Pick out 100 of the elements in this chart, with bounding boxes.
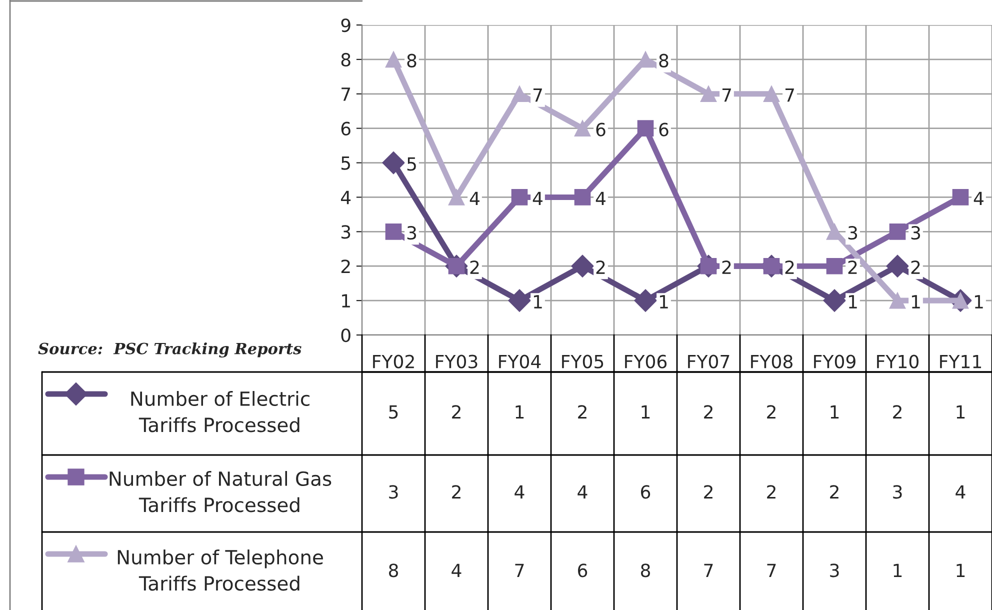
data-label: 2 [722,260,731,274]
text: 3 [389,485,398,499]
data-label: 3 [911,226,920,240]
point [511,189,528,206]
x-tick-label: FY08 [751,354,792,368]
data-label: 1 [974,295,983,308]
data-label: 6 [659,122,668,136]
text: 5 [389,405,398,419]
point [571,254,594,278]
y-tick-label: 1 [342,294,350,308]
point [634,289,657,312]
text: 6 [641,485,650,499]
text: 1 [516,405,524,418]
point [763,86,780,102]
point [448,189,465,206]
x-tick-label: FY09 [814,354,856,368]
text: 2 [704,485,712,498]
text: 2 [893,405,902,418]
text: 2 [704,405,712,418]
text: 4 [452,564,462,577]
data-label: 2 [596,260,605,274]
point [385,224,402,240]
text: 2 [830,485,838,498]
x-tick-label: FY07 [688,354,730,368]
point [574,189,591,206]
y-tick-label: 5 [341,156,350,170]
text: 2 [452,485,460,498]
data-label: 2 [848,260,857,274]
point [889,292,906,309]
data-label: 1 [534,295,542,308]
x-tick-label: FY11 [940,355,982,368]
x-tick-label: FY10 [877,354,918,368]
text: 1 [830,405,839,418]
data-label: 3 [848,226,858,240]
data-label: 6 [596,122,606,136]
source-note: Source: PSC Tracking Reports [38,342,302,358]
point [574,120,591,136]
text: 4 [578,485,588,498]
point [637,120,654,136]
y-tick-label: 7 [342,88,350,101]
point [382,151,405,174]
data-label: 4 [596,192,606,205]
text: 4 [514,485,524,498]
x-tick-label: FY04 [499,354,541,368]
text: 7 [704,564,713,577]
y-tick-label: 9 [341,18,350,32]
y-tick-label: 8 [341,52,350,67]
legend-label: Number of Natural Gas Tariffs Processed [110,470,332,512]
text: 8 [640,564,650,578]
data-label: 1 [912,295,920,308]
point [511,86,528,102]
text: 7 [515,564,524,577]
data-label: 8 [407,54,416,68]
text: 3 [893,485,902,499]
text: 6 [578,564,588,578]
data-label: 2 [470,260,479,274]
point [952,189,969,206]
data-label: 7 [722,88,731,102]
point [889,224,906,240]
text: 8 [388,564,398,578]
data-label: 1 [848,295,857,308]
text: 3 [830,564,839,578]
text: 1 [956,564,965,577]
text: 1 [894,564,902,577]
data-label: 5 [407,157,416,171]
y-tick-label: 3 [341,225,350,239]
text: 2 [578,405,586,418]
text: 1 [956,405,965,418]
y-tick-label: 4 [340,190,351,204]
text: 7 [767,564,776,577]
data-label: 4 [470,192,480,205]
data-label: 4 [974,192,984,205]
point [385,51,402,68]
text: 2 [452,405,460,418]
data-label: 1 [660,295,668,308]
x-tick-label: FY03 [436,354,478,368]
legend-label: Number of Telephone Tariffs Processed [118,549,323,591]
text: 4 [956,485,966,498]
data-label: 3 [407,226,416,240]
text: 1 [642,405,650,418]
point [700,86,717,102]
text: 2 [767,405,776,418]
x-tick-label: FY02 [373,354,414,368]
x-tick-label: FY05 [562,354,604,368]
data-label: 4 [532,192,542,205]
legend-label: Number of Electric Tariffs Processed [131,390,310,432]
text: 2 [767,485,776,498]
point [508,289,531,312]
point [826,258,843,274]
point [823,289,846,312]
data-label: 2 [911,260,920,274]
data-label: 7 [533,88,542,102]
y-tick-label: 6 [341,122,350,136]
y-tick-label: 2 [341,260,350,273]
data-label: 7 [785,88,794,102]
data-label: 8 [659,54,668,68]
data-label: 2 [785,260,794,274]
y-tick-label: 0 [341,328,350,342]
point [886,254,909,278]
x-tick-label: FY06 [625,354,667,368]
